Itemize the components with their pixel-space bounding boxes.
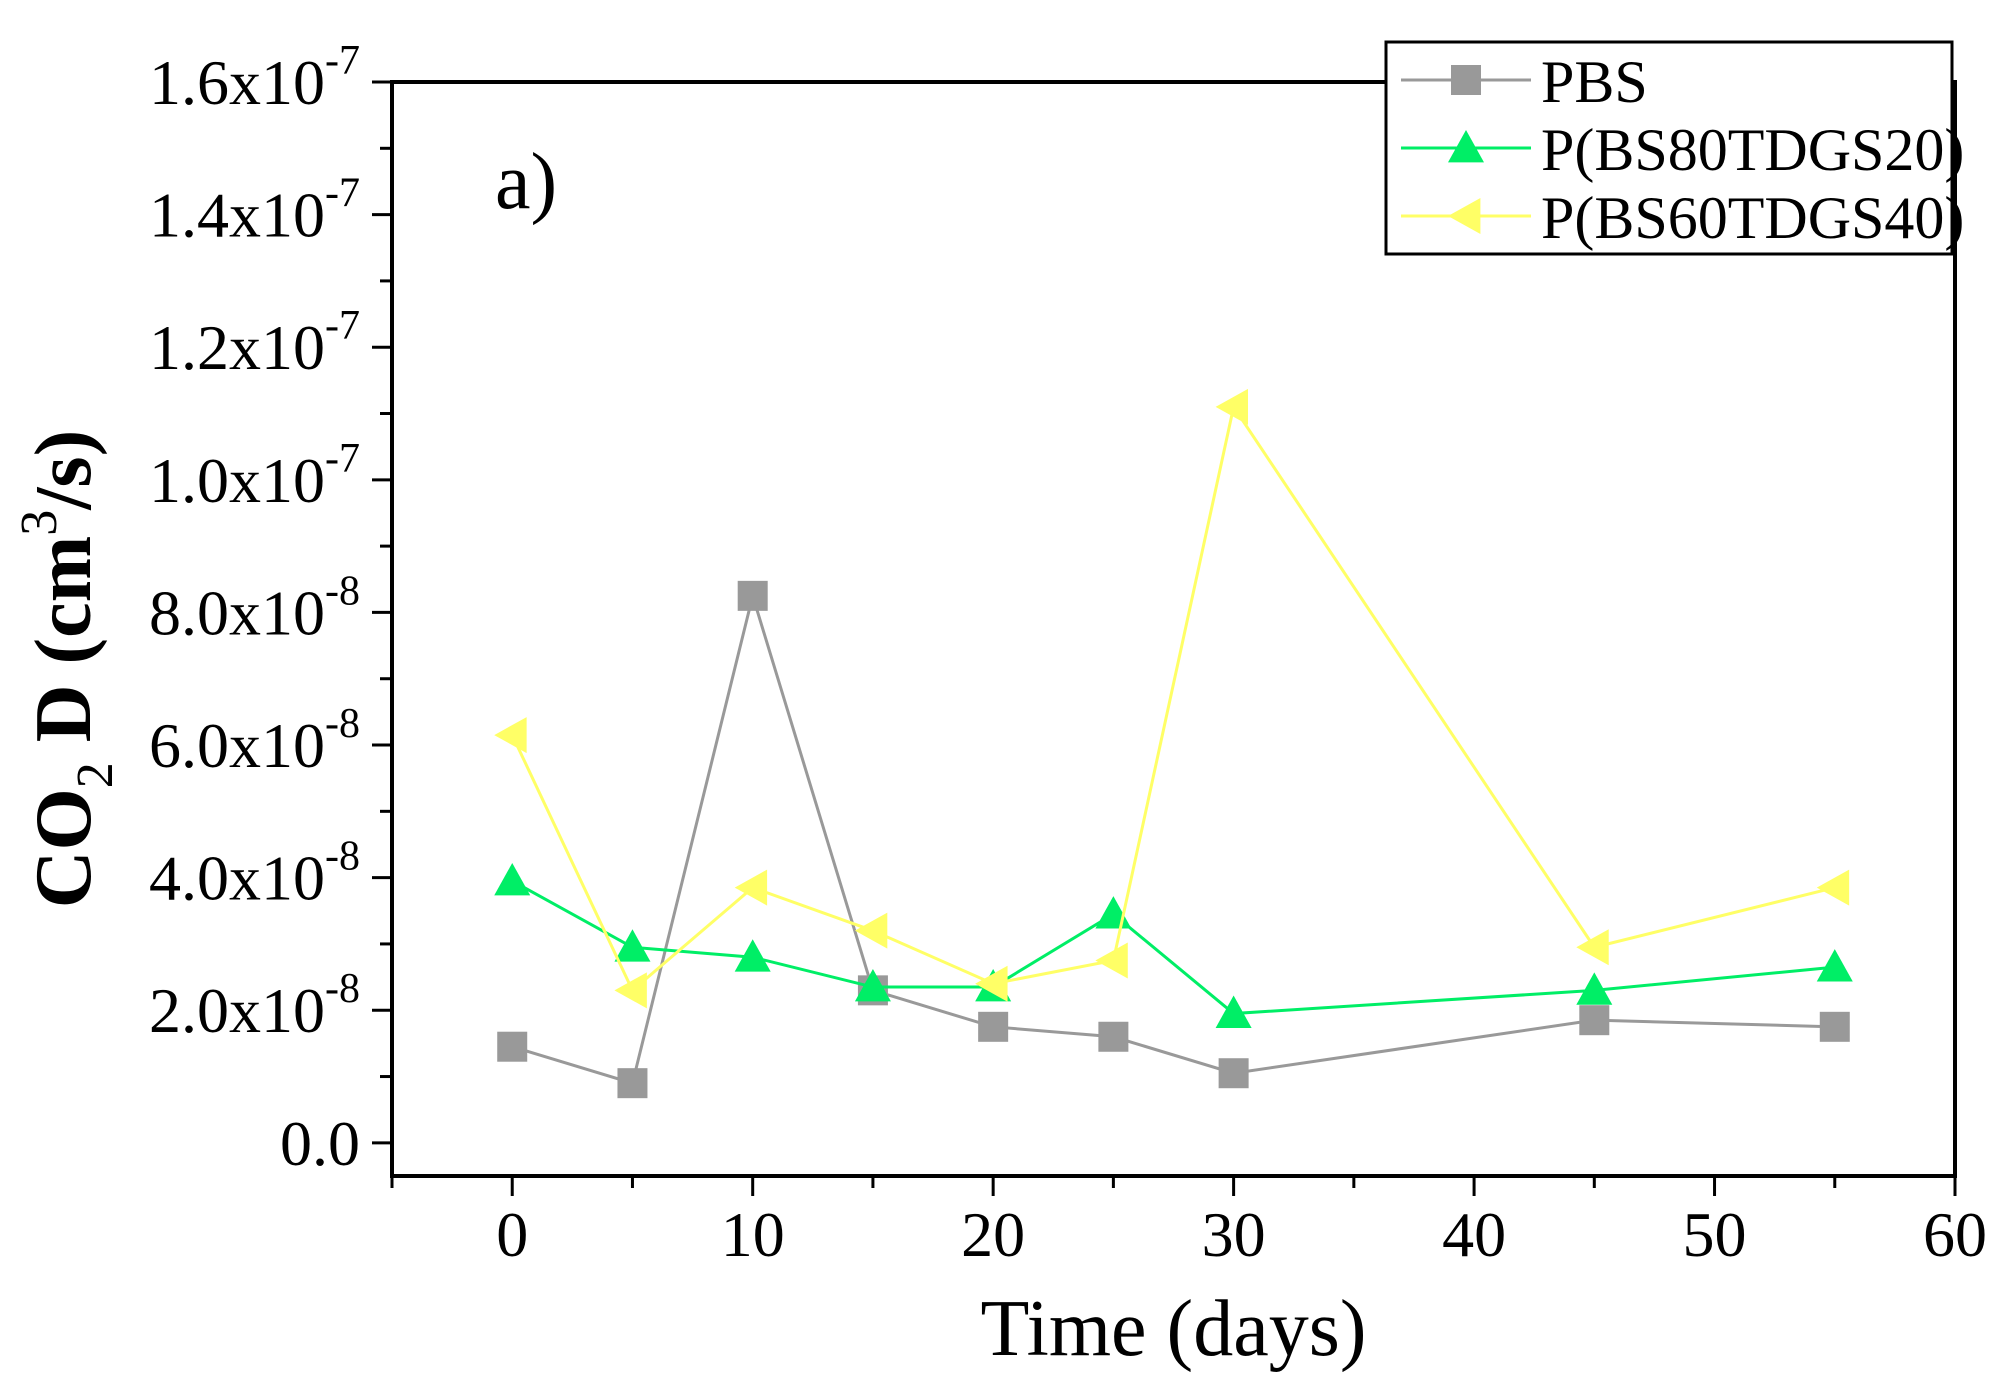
y-tick-label: 1.0x10-7 <box>149 436 360 516</box>
series-line <box>511 879 1835 1016</box>
x-tick-label: 30 <box>1202 1199 1266 1270</box>
y-tick-label: 0.0 <box>280 1108 360 1179</box>
data-point <box>1098 1021 1129 1052</box>
y-title-superscript: 3 <box>11 510 68 536</box>
y-axis-title: CO2 D (cm3/s) <box>11 430 124 909</box>
data-point <box>617 1068 648 1099</box>
legend-label: P(BS60TDGS40) <box>1541 185 1964 251</box>
data-point <box>1215 995 1252 1028</box>
data-point <box>614 972 647 1009</box>
data-point <box>854 912 888 949</box>
data-point <box>975 965 1008 1002</box>
series-1 <box>497 580 1850 1099</box>
y-tick-label: 8.0x10-8 <box>149 568 360 648</box>
panel-label: a) <box>495 138 557 226</box>
data-point <box>494 862 531 896</box>
data-point <box>494 717 527 754</box>
legend-marker <box>1448 198 1481 234</box>
data-point <box>614 929 651 962</box>
data-point <box>1816 869 1850 906</box>
legend-marker <box>1451 65 1481 95</box>
y-tick-labels: 0.0 2.0x10-8 4.0x10-8 6.0x10-8 8.0x10-8 1.0x1… <box>149 38 360 1179</box>
data-point <box>854 969 891 1002</box>
x-tick-label: 60 <box>1923 1199 1987 1270</box>
legend-marker <box>1448 130 1484 163</box>
y-title-suffix: /s) <box>20 430 108 511</box>
y-tick-label: 1.4x10-7 <box>149 171 360 251</box>
data-point <box>734 869 768 906</box>
x-tick-label: 0 <box>496 1199 528 1270</box>
y-tick-label: 4.0x10-8 <box>149 834 360 914</box>
data-point <box>1218 1058 1249 1089</box>
legend-item: P(BS60TDGS40) <box>1401 185 1964 251</box>
data-point <box>1816 949 1853 982</box>
x-tick-label: 20 <box>961 1199 1025 1270</box>
x-tick-labels: 0 10 20 30 40 50 60 <box>496 1199 1987 1270</box>
data-point <box>1576 972 1613 1005</box>
x-tick-label: 50 <box>1683 1199 1747 1270</box>
y-tick-label: 1.6x10-7 <box>149 38 360 118</box>
data-point <box>1579 1005 1610 1036</box>
svg-text:CO2 D (cm3/s): CO2 D (cm3/s) <box>11 430 124 909</box>
legend-item: PBS <box>1401 49 1648 115</box>
axis-ticks <box>372 80 1957 1196</box>
data-point <box>1095 942 1128 979</box>
y-tick-label: 2.0x10-8 <box>149 966 360 1046</box>
series-2 <box>494 862 1853 1028</box>
legend-item: P(BS80TDGS20) <box>1401 117 1964 183</box>
series-3 <box>494 388 1850 1009</box>
y-title-middle: D (cm <box>20 536 108 763</box>
legend-label: P(BS80TDGS20) <box>1541 117 1964 183</box>
data-point <box>737 580 768 611</box>
data-point <box>1819 1011 1850 1042</box>
data-point <box>734 939 771 972</box>
series-line <box>510 403 1836 993</box>
y-title-subscript: 2 <box>67 762 124 788</box>
plot-frame <box>390 80 1957 1178</box>
y-tick-label: 6.0x10-8 <box>149 701 360 781</box>
x-tick-label: 40 <box>1442 1199 1506 1270</box>
data-point <box>1576 929 1609 966</box>
legend-label: PBS <box>1541 49 1648 115</box>
series-line <box>511 590 1835 1086</box>
y-tick-label: 1.2x10-7 <box>149 303 360 383</box>
data-point <box>1215 388 1249 425</box>
x-tick-label: 10 <box>721 1199 785 1270</box>
data-point <box>978 1011 1009 1042</box>
series-layer <box>494 388 1853 1099</box>
data-point <box>497 1031 528 1062</box>
y-title-prefix: CO <box>20 788 108 908</box>
x-axis-title: Time (days) <box>981 1285 1367 1373</box>
